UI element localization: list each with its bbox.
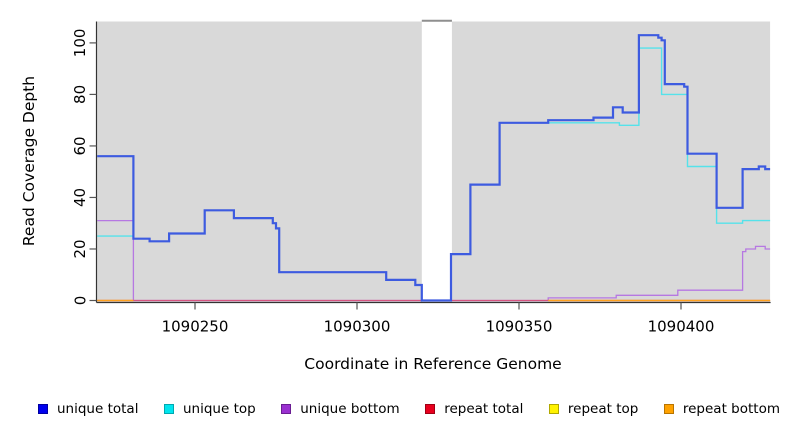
x-axis-title: Coordinate in Reference Genome xyxy=(304,355,561,373)
x-tick-label: 1090250 xyxy=(162,318,229,336)
legend-label: unique bottom xyxy=(300,401,400,417)
legend-label: repeat total xyxy=(444,401,524,417)
legend: unique total unique top unique bottom repea… xyxy=(0,394,792,424)
y-tick-label: 100 xyxy=(71,29,89,58)
legend-swatch-unique-bottom-icon xyxy=(281,404,292,414)
y-axis-title: Read Coverage Depth xyxy=(20,76,38,246)
x-tick-label: 1090300 xyxy=(324,318,391,336)
legend-item-unique-total: unique total xyxy=(38,401,138,417)
legend-label: repeat top xyxy=(567,401,639,417)
legend-item-unique-bottom: unique bottom xyxy=(281,401,400,417)
legend-item-repeat-bottom: repeat bottom xyxy=(663,401,780,417)
legend-item-unique-top: unique top xyxy=(164,401,256,417)
y-tick-label: 20 xyxy=(71,239,89,258)
x-tick-label: 1090400 xyxy=(648,318,715,336)
legend-label: repeat bottom xyxy=(682,401,780,417)
legend-swatch-repeat-top-icon xyxy=(548,404,559,414)
legend-item-repeat-total: repeat total xyxy=(425,401,523,417)
coverage-chart: 0 20 40 60 80 100 1090250 1090300 1090350 1090400… xyxy=(20,19,771,373)
legend-swatch-unique-total-icon xyxy=(38,404,48,414)
y-tick-label: 40 xyxy=(71,188,89,207)
masked-gap-band xyxy=(421,21,452,303)
legend-swatch-unique-top-icon xyxy=(164,404,174,414)
legend-swatch-repeat-bottom-icon xyxy=(663,404,674,414)
legend-swatch-repeat-total-icon xyxy=(425,404,436,414)
x-tick-label: 1090350 xyxy=(486,318,553,336)
legend-label: unique top xyxy=(183,401,256,417)
y-tick-label: 60 xyxy=(71,136,89,155)
series-unique-total xyxy=(97,34,771,302)
legend-label: unique total xyxy=(57,401,139,417)
y-tick-label: 0 xyxy=(71,296,89,306)
y-tick-label: 80 xyxy=(71,85,89,104)
legend-item-repeat-top: repeat top xyxy=(548,401,639,417)
